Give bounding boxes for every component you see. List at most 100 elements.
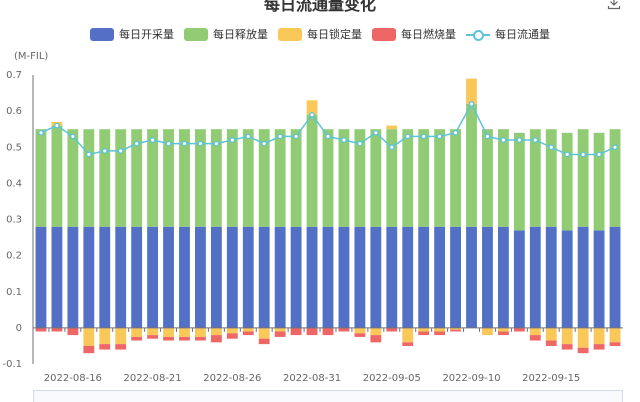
- bar-segment: [67, 327, 79, 336]
- bar-segment: [561, 132, 573, 231]
- bar-segment: [226, 129, 238, 227]
- bar-segment: [226, 327, 238, 334]
- circulation-point: [165, 140, 172, 147]
- circulation-point: [436, 133, 443, 140]
- bar-segment: [529, 129, 541, 227]
- bar-segment: [402, 226, 414, 328]
- bar-segment: [434, 226, 446, 328]
- bar-segment: [210, 335, 222, 343]
- circulation-point: [357, 140, 363, 147]
- circulation-point: [468, 101, 475, 107]
- bar-segment: [242, 331, 254, 336]
- bar-segment: [593, 230, 605, 328]
- bar-segment: [593, 327, 605, 345]
- bar-segment: [131, 129, 143, 227]
- bar-segment: [195, 129, 206, 227]
- circulation-point: [388, 144, 395, 151]
- legend-label: 每日锁定量: [307, 28, 362, 41]
- y-axis-unit: (M-FIL): [14, 51, 49, 62]
- bar-segment: [306, 226, 318, 328]
- bar-segment: [386, 327, 398, 332]
- bar-segment: [115, 226, 127, 328]
- bar-segment: [354, 226, 366, 328]
- legend-swatch: [278, 27, 302, 41]
- bar-segment: [163, 327, 174, 337]
- legend-item-circulation[interactable]: 每日流通量: [466, 26, 550, 42]
- legend-swatch: [466, 28, 490, 41]
- circulation-point: [261, 140, 268, 147]
- x-tick-label: 2022-08-21: [124, 373, 182, 384]
- bar-segment: [179, 226, 190, 328]
- bar-segment: [258, 129, 270, 227]
- bar-segment: [210, 226, 222, 328]
- download-icon[interactable]: [607, 0, 621, 10]
- bar-segment: [466, 226, 477, 328]
- bar-segment: [482, 129, 493, 227]
- bar-segment: [226, 333, 238, 339]
- circulation-point: [38, 129, 44, 136]
- circulation-point: [213, 140, 220, 147]
- bar-segment: [210, 129, 222, 227]
- legend-item-burn[interactable]: 每日燃烧量: [372, 26, 456, 42]
- circulation-point: [548, 144, 555, 151]
- legend-swatch: [184, 27, 208, 41]
- bar-segment: [258, 226, 270, 328]
- x-tick-label: 2022-08-16: [44, 373, 102, 384]
- circulation-point: [484, 133, 491, 140]
- bar-segment: [179, 327, 190, 337]
- circulation-point: [277, 133, 284, 140]
- bar-segment: [529, 335, 541, 341]
- bar-segment: [274, 129, 286, 227]
- bar-segment: [370, 226, 382, 328]
- legend-label: 每日开采量: [119, 28, 174, 41]
- bar-segment: [147, 129, 159, 227]
- bar-segment: [290, 129, 302, 227]
- legend-swatch: [372, 27, 396, 41]
- circulation-point: [101, 148, 108, 154]
- bar-segment: [497, 327, 509, 332]
- circulation-point: [596, 151, 602, 158]
- bar-segment: [179, 336, 190, 341]
- bar-segment: [545, 340, 557, 346]
- bar-segment: [99, 226, 111, 328]
- bar-segment: [497, 226, 509, 328]
- bar-segment: [513, 327, 525, 332]
- bar-segment: [242, 327, 254, 332]
- bar-segment: [322, 226, 334, 328]
- circulation-point: [420, 133, 427, 140]
- bar-segment: [147, 226, 159, 328]
- y-tick-label: 0.1: [6, 287, 22, 298]
- legend-item-lock[interactable]: 每日锁定量: [278, 26, 362, 42]
- bar-segment: [482, 327, 493, 336]
- bar-segment: [561, 327, 573, 345]
- bar-segment: [242, 226, 254, 328]
- bar-segment: [115, 129, 127, 227]
- circulation-point: [532, 137, 539, 143]
- legend-item-release[interactable]: 每日释放量: [184, 26, 268, 42]
- bar-segment: [306, 100, 318, 115]
- legend-item-mining[interactable]: 每日开采量: [90, 26, 174, 42]
- bar-segment: [529, 327, 541, 336]
- bar-segment: [370, 335, 382, 343]
- circulation-point: [293, 133, 299, 140]
- datazoom-slider[interactable]: [33, 390, 623, 402]
- x-tick-label: 2022-09-15: [522, 373, 580, 384]
- legend-label: 每日释放量: [213, 28, 268, 41]
- bar-segment: [131, 327, 143, 337]
- bar-segment: [450, 129, 461, 227]
- bar-segment: [370, 327, 382, 336]
- bar-segment: [482, 226, 493, 328]
- bar-segment: [35, 226, 47, 328]
- circulation-point: [85, 151, 92, 158]
- bar-segment: [338, 327, 350, 332]
- circulation-point: [341, 137, 347, 143]
- bar-segment: [402, 327, 414, 343]
- bar-segment: [338, 226, 350, 328]
- bar-segment: [513, 230, 525, 328]
- circulation-point: [452, 129, 459, 136]
- bar-segment: [99, 129, 111, 227]
- bar-segment: [195, 336, 206, 341]
- bar-segment: [290, 327, 302, 336]
- circulation-point: [500, 137, 507, 143]
